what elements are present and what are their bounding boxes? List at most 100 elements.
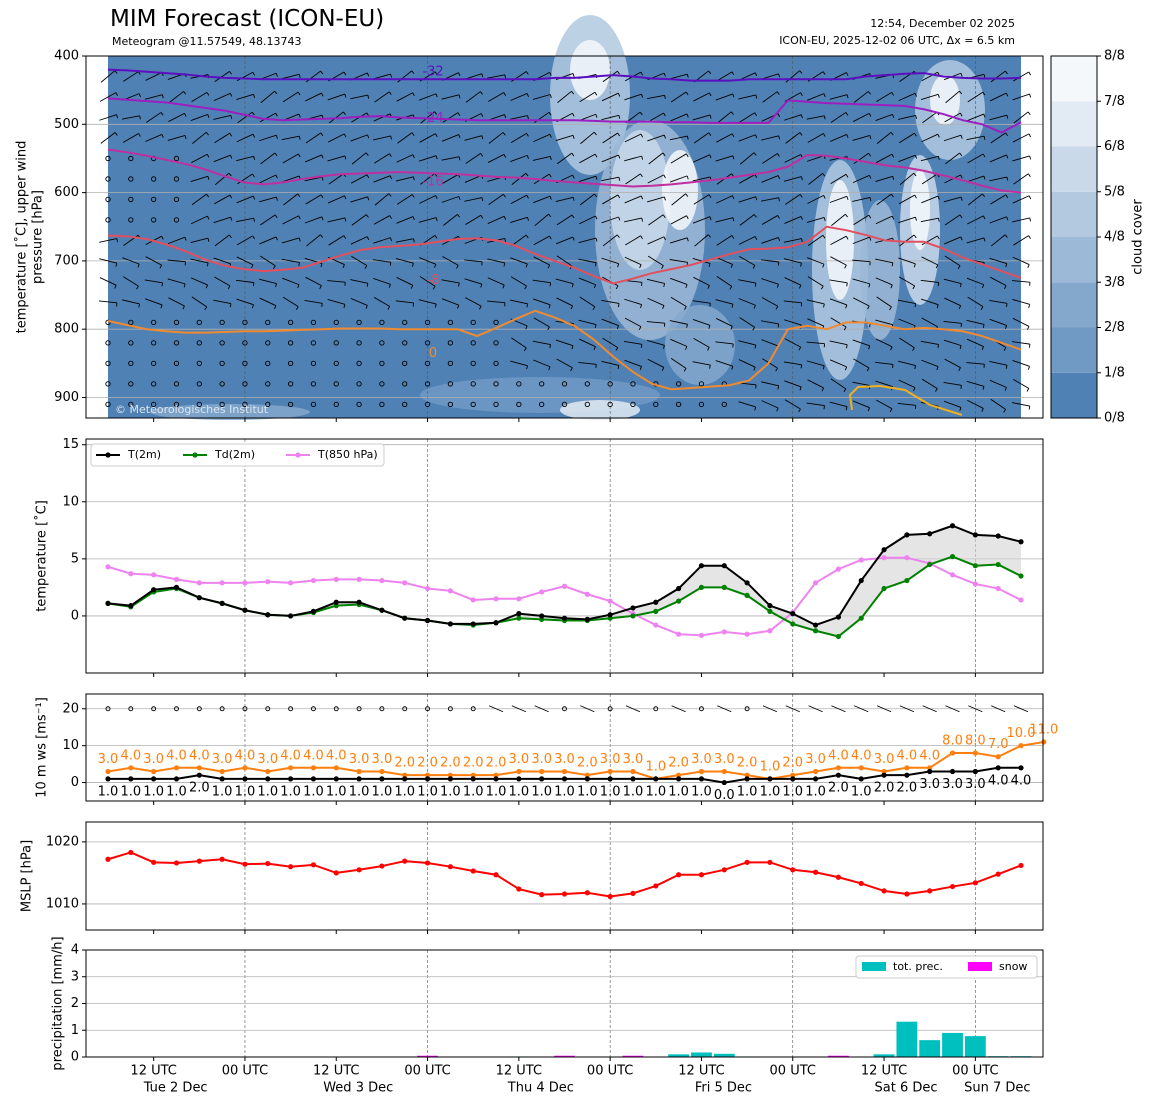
barb-flag xyxy=(595,114,598,118)
barb-flag xyxy=(1028,304,1031,308)
point-mean-wind-28 xyxy=(744,776,750,782)
colorbar-bin-2 xyxy=(1051,282,1097,328)
barb-flag xyxy=(663,236,666,241)
barb-flag xyxy=(1006,154,1009,159)
barb xyxy=(989,318,1007,326)
barb-flag xyxy=(1028,71,1031,76)
point-mslp-9 xyxy=(310,862,317,868)
barb-flag xyxy=(594,91,598,96)
surface-barb-calm xyxy=(447,706,453,712)
point-gust-9 xyxy=(310,765,317,771)
point-mean-wind-5 xyxy=(219,776,225,782)
point-t850-16 xyxy=(470,597,476,603)
barb xyxy=(738,196,756,203)
barb-flag xyxy=(798,346,802,351)
barb xyxy=(419,276,436,287)
barb-flag xyxy=(889,408,893,413)
barb xyxy=(898,379,916,389)
point-t850-19 xyxy=(539,589,545,595)
barb-flag xyxy=(640,71,643,76)
colorbar-tick-label-7: 7/8 xyxy=(1104,94,1125,109)
point-gust-18 xyxy=(516,768,522,775)
barb-flag xyxy=(319,285,322,290)
legend-label-snow: snow xyxy=(999,960,1027,973)
barb-flag xyxy=(160,304,163,309)
barb xyxy=(646,321,665,324)
point-gust-1 xyxy=(128,765,134,771)
temp-y-tick-label-3: 15 xyxy=(62,437,79,452)
barb-flag xyxy=(937,195,940,200)
barb-flag xyxy=(822,71,826,75)
barb-flag xyxy=(434,303,437,308)
barb xyxy=(692,257,711,264)
point-mslp-5 xyxy=(219,856,225,862)
barb xyxy=(898,318,916,327)
barb xyxy=(784,114,802,121)
isotherm-label--16: -16 xyxy=(422,175,443,190)
barb xyxy=(738,359,756,368)
point-t2m-19 xyxy=(539,613,545,619)
barb xyxy=(1012,360,1030,367)
barb xyxy=(236,195,254,204)
barb xyxy=(533,195,551,204)
barb xyxy=(464,197,483,202)
barb xyxy=(852,196,871,202)
barb-flag xyxy=(868,113,872,117)
barb-flag xyxy=(526,303,529,308)
label-mean-wind-0: 1.0 xyxy=(98,784,119,799)
barb-flag xyxy=(595,262,597,267)
point-mean-wind-20 xyxy=(561,776,568,782)
barb-flag xyxy=(342,264,345,269)
barb-flag xyxy=(1026,388,1030,392)
point-gust-39 xyxy=(995,754,1001,760)
barb-flag xyxy=(1004,325,1008,329)
point-td2m-31 xyxy=(812,628,819,634)
bar-precip-34 xyxy=(873,1054,895,1057)
barb xyxy=(327,217,346,223)
barb-flag xyxy=(365,214,369,218)
barb-flag xyxy=(867,91,871,95)
barb-calm xyxy=(219,401,225,407)
barb-calm xyxy=(128,155,134,162)
point-t850-38 xyxy=(972,581,978,587)
point-t2m-0 xyxy=(105,600,111,606)
label-gust-26: 3.0 xyxy=(691,752,712,767)
surface-barb-calm xyxy=(333,706,339,712)
barb-flag xyxy=(913,172,917,177)
barb-calm xyxy=(310,319,317,326)
barb xyxy=(853,358,870,369)
barb xyxy=(121,115,140,120)
barb xyxy=(487,300,506,304)
barb xyxy=(464,278,482,285)
point-gust-11 xyxy=(356,768,362,775)
point-t850-22 xyxy=(607,598,613,604)
barb-flag xyxy=(547,326,550,331)
barb-flag xyxy=(617,303,620,308)
barb-calm xyxy=(287,381,294,387)
point-t850-25 xyxy=(676,631,682,637)
prec-y-tick-label-0: 0 xyxy=(71,1050,79,1065)
barb xyxy=(830,235,847,246)
barb-calm xyxy=(173,176,180,182)
barb-calm xyxy=(402,319,408,326)
label-mean-wind-13: 1.0 xyxy=(394,784,415,799)
point-gust-20 xyxy=(561,768,568,775)
point-mslp-31 xyxy=(812,869,819,875)
barb xyxy=(579,193,595,206)
barb-flag xyxy=(456,265,459,269)
point-td2m-26 xyxy=(698,584,705,590)
barb xyxy=(761,197,779,202)
barb xyxy=(602,337,619,349)
barb xyxy=(236,93,254,101)
barb xyxy=(304,176,323,182)
barb xyxy=(738,94,756,100)
barb-flag xyxy=(320,234,324,238)
barb xyxy=(236,133,254,143)
barb-flag xyxy=(274,214,278,219)
barb-calm xyxy=(493,401,499,407)
bar-precip-35 xyxy=(896,1021,918,1057)
colorbar-tick-label-3: 3/8 xyxy=(1104,275,1125,290)
barb xyxy=(351,152,367,165)
barb-flag xyxy=(411,70,415,74)
label-gust-39: 7.0 xyxy=(988,737,1009,752)
